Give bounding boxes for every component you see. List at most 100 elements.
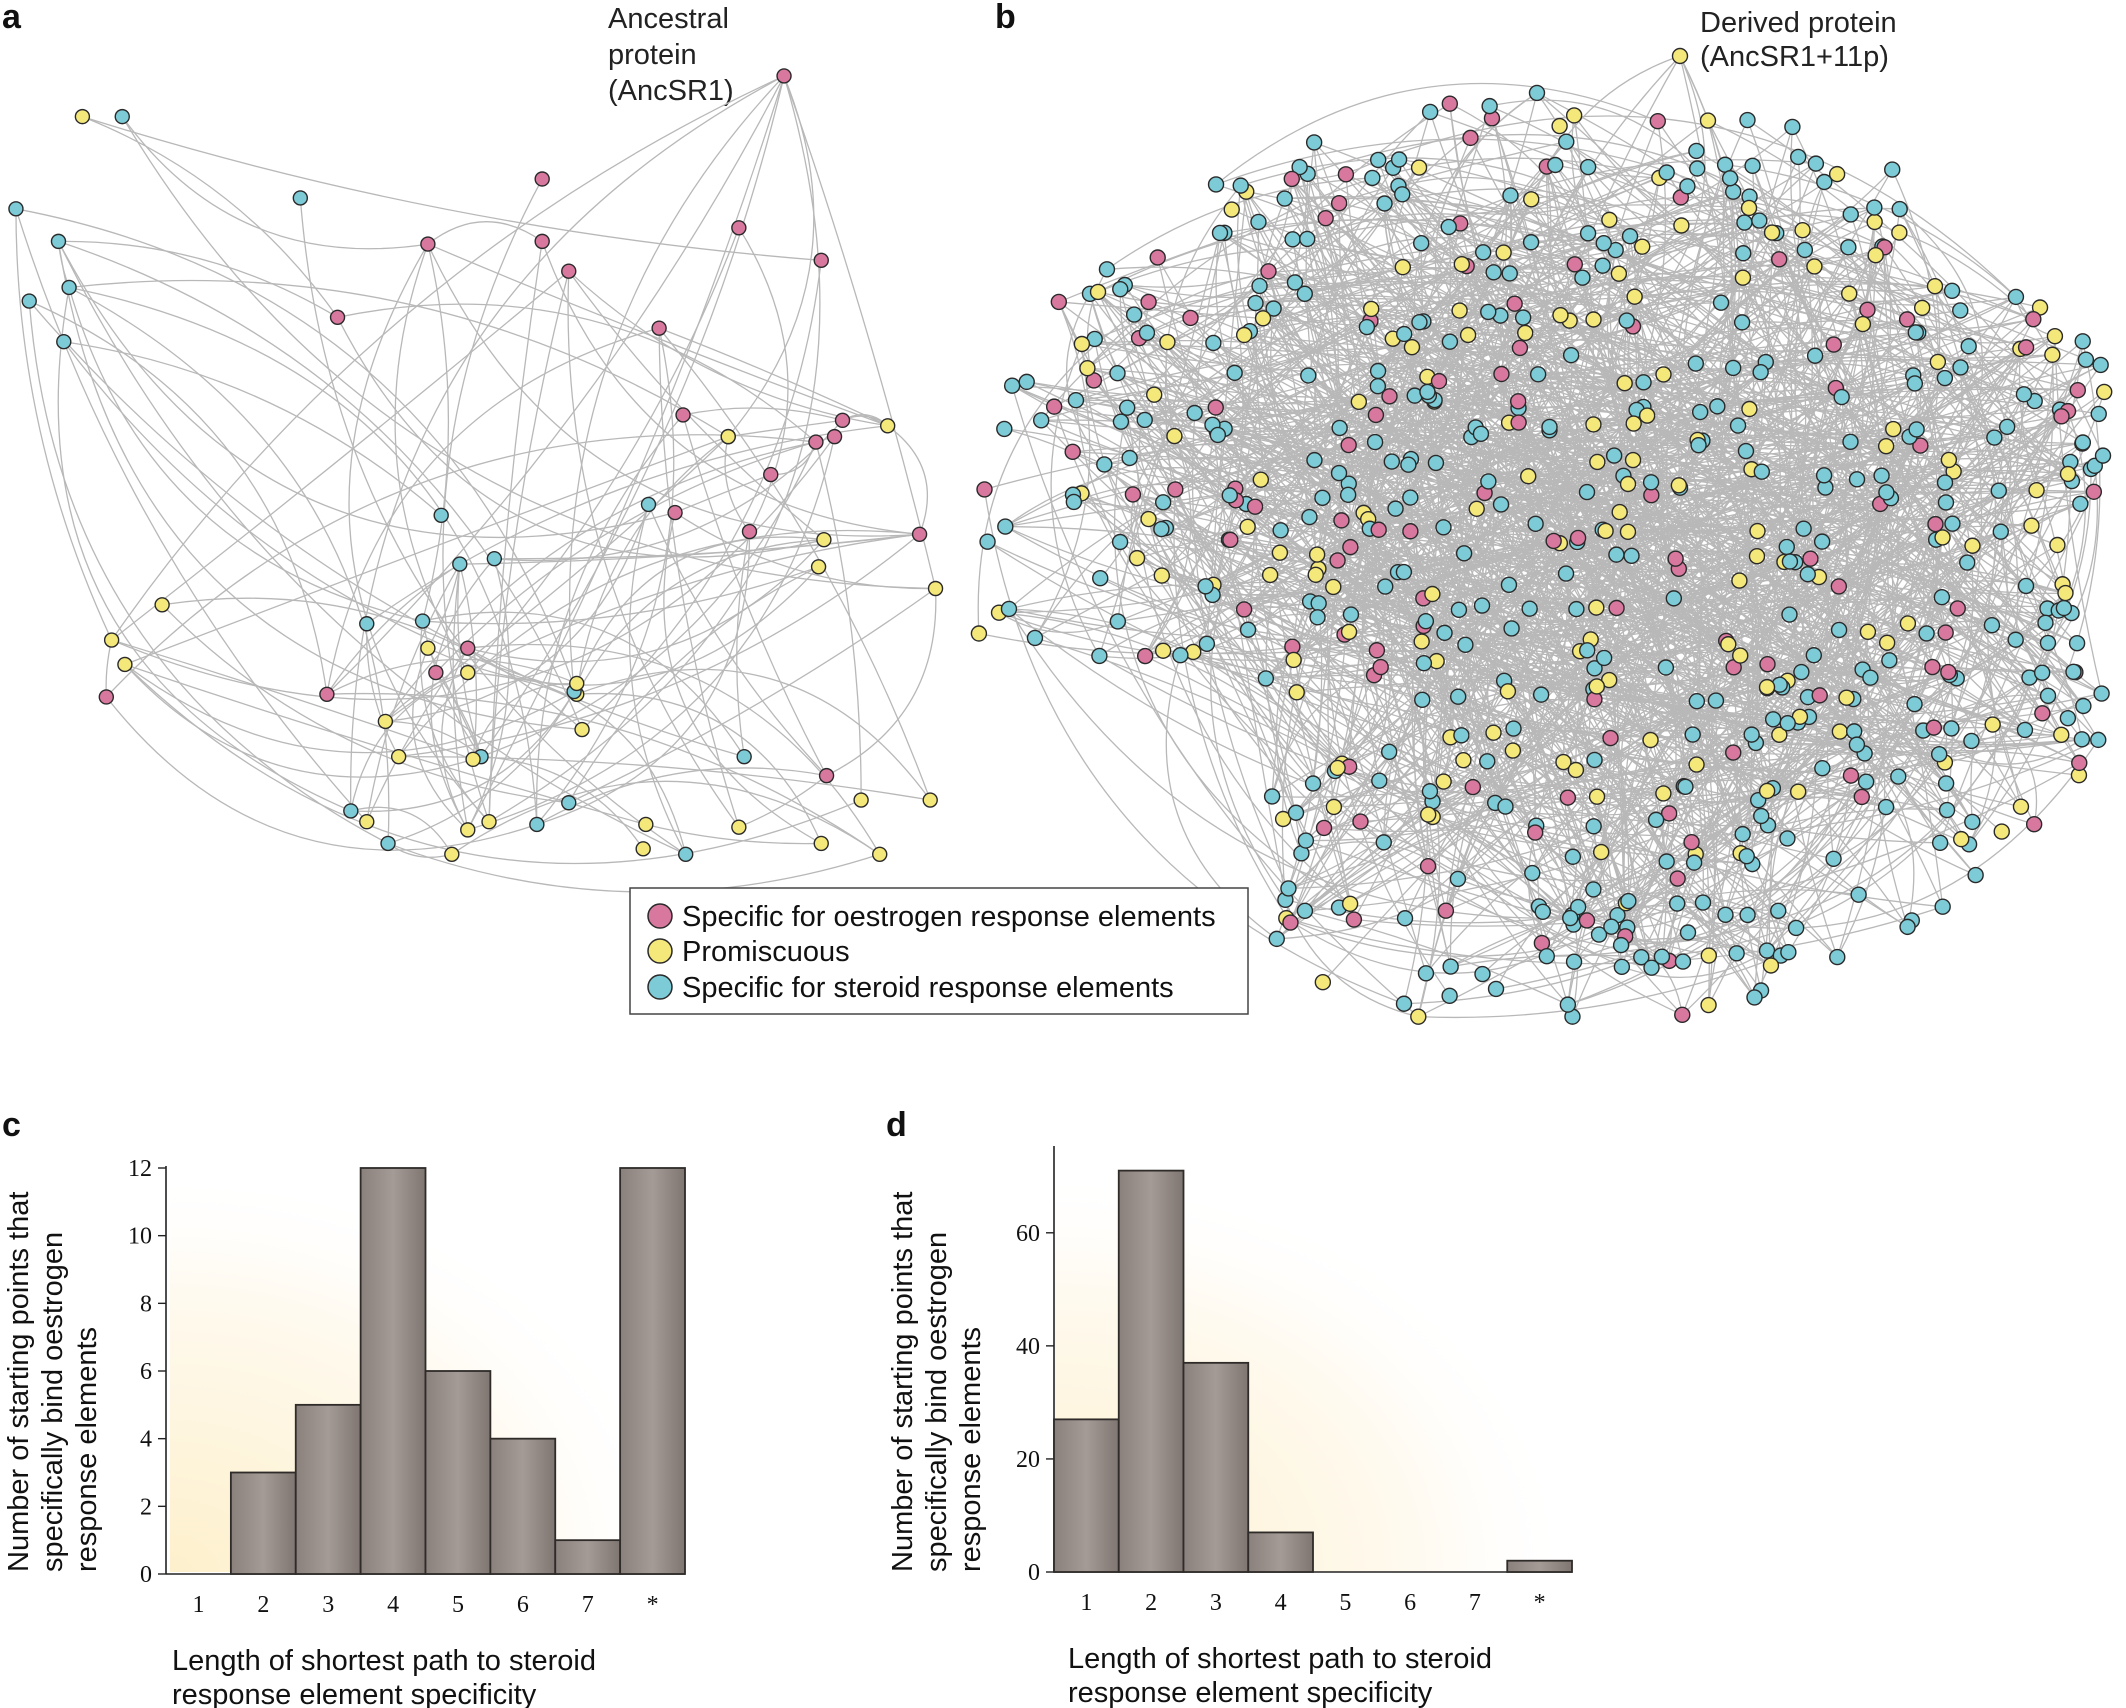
network-edge (57, 241, 686, 855)
oestrogen-specific-node (1207, 399, 1224, 416)
steroid-specific-node (1186, 404, 1203, 422)
oestrogen-specific-node (1830, 578, 1848, 595)
network-edge (1398, 185, 1851, 443)
panel-c-letter: c (2, 1106, 21, 1144)
steroid-specific-node (1967, 866, 1984, 884)
steroid-specific-node (1412, 234, 1430, 252)
network-edge (1480, 413, 2099, 460)
oestrogen-specific-node (813, 252, 829, 269)
chart-d-ylabel-line-2: specifically bind oestrogen (921, 1232, 953, 1572)
steroid-specific-node (1621, 227, 1639, 245)
steroid-specific-node (1153, 520, 1170, 538)
steroid-specific-node (2007, 631, 2024, 648)
steroid-specific-node (1799, 566, 1816, 583)
steroid-specific-node (1643, 959, 1660, 976)
steroid-specific-node (1642, 474, 1660, 491)
promiscuous-node (390, 748, 407, 765)
steroid-specific-node (1265, 300, 1282, 317)
oestrogen-specific-node (1669, 870, 1686, 887)
promiscuous-node (1140, 510, 1157, 528)
network-edge (1323, 786, 1474, 829)
network-edge (1866, 309, 2058, 546)
steroid-specific-node (2074, 333, 2091, 350)
steroid-specific-node (1992, 523, 2009, 540)
steroid-specific-node (1547, 156, 1564, 174)
steroid-specific-node (1534, 903, 1551, 921)
oestrogen-specific-node (675, 407, 691, 423)
promiscuous-node (1913, 299, 1931, 317)
oestrogen-specific-node (1802, 550, 1819, 567)
steroid-specific-node (1500, 576, 1518, 594)
network-edge (1216, 370, 1379, 436)
y-tick-label: 2 (140, 1494, 152, 1520)
steroid-specific-node (1959, 554, 1976, 571)
promiscuous-node (1891, 224, 1908, 241)
network-edge (105, 696, 538, 851)
bar-4 (1247, 1531, 1314, 1573)
steroid-specific-node (1878, 484, 1895, 501)
steroid-specific-node (1092, 570, 1109, 587)
steroid-specific-node (1952, 302, 1969, 319)
oestrogen-specific-node (460, 640, 476, 656)
steroid-specific-node (1402, 489, 1419, 506)
y-tick-label: 12 (128, 1156, 152, 1182)
steroid-specific-node (1251, 277, 1268, 295)
network-edge (1500, 315, 1811, 560)
x-tick-label: * (647, 1592, 659, 1618)
steroid-specific-node (1877, 798, 1895, 816)
promiscuous-node (1585, 311, 1602, 328)
steroid-specific-node (1394, 186, 1411, 203)
network-edge (1493, 271, 1626, 384)
steroid-specific-node (1209, 426, 1227, 444)
ancestral-protein-annotation-line-3: (AncSR1) (608, 75, 734, 107)
promiscuous-node (1520, 468, 1537, 485)
network-edge (326, 327, 660, 695)
oestrogen-specific-node (818, 767, 835, 784)
oestrogen-specific-node (1352, 813, 1369, 830)
steroid-specific-node (1369, 362, 1387, 380)
steroid-specific-node (61, 279, 77, 296)
promiscuous-node (879, 418, 896, 434)
network-edge (1968, 461, 2072, 845)
promiscuous-node (1329, 759, 1346, 777)
steroid-specific-node (1503, 620, 1520, 637)
oestrogen-specific-node (1898, 311, 1916, 328)
steroid-specific-node (1691, 403, 1709, 421)
network-edge (628, 504, 687, 855)
y-tick-label: 4 (140, 1427, 152, 1453)
steroid-specific-node (1450, 601, 1468, 619)
network-edge (1004, 428, 1249, 631)
promiscuous-node (1699, 112, 1717, 129)
network-edge (427, 221, 543, 245)
network-edge (1267, 271, 1857, 746)
promiscuous-node (1758, 782, 1776, 800)
promiscuous-node (635, 841, 651, 857)
steroid-specific-node (1455, 545, 1473, 562)
network-edge (1618, 214, 2034, 320)
steroid-specific-node (1125, 306, 1143, 323)
steroid-specific-node (1492, 496, 1510, 513)
steroid-specific-node (1514, 309, 1532, 326)
steroid-specific-node (2092, 356, 2109, 374)
steroid-specific-node (1779, 714, 1796, 732)
network-edge (581, 260, 822, 731)
steroid-specific-node (1032, 412, 1050, 429)
oestrogen-specific-node (2053, 408, 2070, 425)
network-edge (15, 208, 113, 641)
steroid-specific-node (1787, 919, 1805, 937)
steroid-specific-node (1421, 103, 1439, 121)
bar-5 (424, 1370, 492, 1575)
oestrogen-specific-node (976, 481, 993, 498)
network-edge (1748, 207, 1870, 865)
network-edge (1410, 105, 1508, 460)
network-edge (1327, 141, 1567, 920)
network-edge (481, 755, 644, 850)
network-edge (1457, 878, 1579, 908)
oestrogen-specific-node (2069, 381, 2086, 399)
oestrogen-specific-node (1949, 600, 1966, 617)
x-tick-label: 1 (1080, 1590, 1092, 1616)
network-edge (1272, 471, 1955, 798)
panel-d-letter: d (886, 1106, 907, 1144)
network-edge (1487, 481, 1734, 754)
network-edge (1847, 246, 2079, 391)
